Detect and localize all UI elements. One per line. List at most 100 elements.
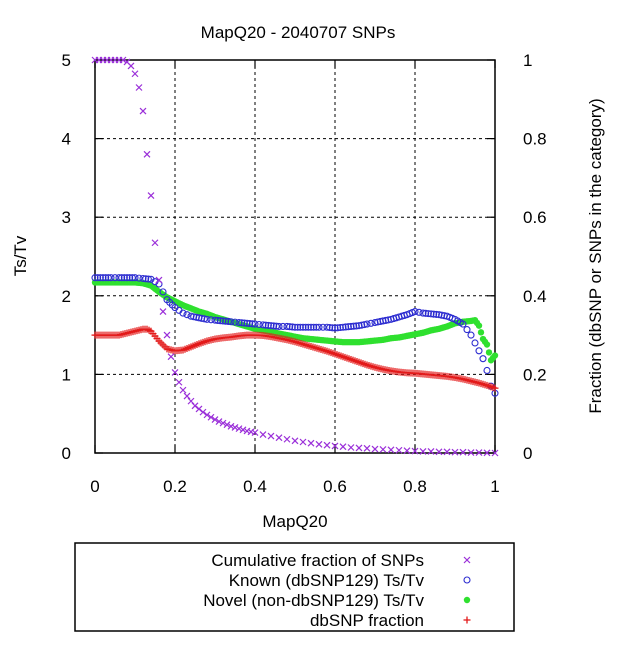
legend-marker-3 [463, 616, 471, 624]
series-1-point [139, 274, 147, 283]
series-2-point [477, 329, 485, 336]
series-0-point [207, 413, 215, 421]
legend-marker-1 [463, 576, 471, 584]
series-1-point [214, 316, 222, 324]
series-0-point-stroke [203, 411, 211, 419]
series-0-point [171, 369, 179, 376]
series-0-point-stroke [179, 386, 187, 394]
series-0-point-stroke [239, 426, 247, 434]
series-0-point [379, 446, 387, 453]
series-0-point [443, 448, 451, 456]
series-0-point-stroke [159, 308, 167, 315]
series-0-point [427, 448, 435, 455]
series-0-point [283, 435, 291, 443]
series-0-point-stroke [355, 444, 363, 452]
series-0-point-stroke [483, 449, 491, 457]
series-0-point [175, 378, 183, 386]
legend-entry-1: Known (dbSNP129) Ts/Tv [229, 571, 425, 590]
series-0-point [387, 446, 395, 454]
series-0-point-stroke [127, 62, 135, 70]
series-1-point [294, 323, 302, 331]
series-1-point [422, 309, 430, 317]
series-1-point [339, 323, 347, 331]
series-1-point [264, 321, 272, 329]
series-0-point [419, 448, 427, 455]
series-1-point [275, 322, 283, 331]
x-tick-label: 0.8 [403, 477, 427, 496]
y-tick-label: 2 [62, 287, 71, 306]
y2-tick-label: 0.4 [523, 287, 547, 306]
x-tick-label: 0 [90, 477, 99, 496]
series-1-point [483, 366, 491, 375]
series-1-point [304, 323, 312, 331]
series-1-point [222, 317, 230, 325]
series-0-point-stroke [379, 446, 387, 453]
series-1-point [432, 310, 440, 318]
series-0-point [323, 441, 331, 449]
series-0-point-stroke [171, 369, 179, 376]
series-0-point [347, 444, 355, 451]
series-0-point [275, 434, 283, 442]
series-0-point [183, 392, 191, 400]
series-0-point-stroke [223, 421, 231, 429]
series-1-point [323, 323, 331, 331]
series-0-point [231, 424, 239, 431]
legend-entry-0: Cumulative fraction of SNPs [211, 551, 424, 570]
series-0-point [223, 421, 231, 429]
series-1-point [235, 318, 243, 327]
series-0-point-stroke [387, 446, 395, 454]
y-tick-label: 1 [62, 365, 71, 384]
series-0-point-stroke [427, 448, 435, 455]
x-ticks: 0 0.2 0.4 0.6 0.8 1 [90, 60, 500, 496]
series-1-point [286, 323, 294, 331]
y2-tick-label: 0.6 [523, 208, 547, 227]
series-0-point-stroke [219, 419, 227, 427]
series-0-point-stroke [147, 192, 155, 200]
series-1-point [219, 317, 227, 325]
series-1-point [291, 323, 299, 331]
series-0-point-stroke [419, 448, 427, 455]
series-1-point [111, 274, 119, 282]
series-0-point-stroke [119, 56, 127, 64]
series-1-point [183, 311, 191, 319]
series-0-point [215, 418, 223, 425]
series-1-point [331, 324, 339, 332]
series-0-point-stroke [467, 449, 475, 457]
series-2-point [483, 341, 491, 348]
series-1-point [251, 320, 259, 328]
series-1-point [207, 316, 215, 324]
series-0-point-stroke [331, 442, 339, 450]
series-1-point [334, 324, 342, 332]
series-1-point [216, 317, 224, 325]
series-1-point [296, 323, 304, 331]
series-0-point [435, 448, 443, 456]
series-0-point-stroke [235, 425, 243, 433]
series-1-point [107, 274, 115, 282]
series-0-point [119, 56, 127, 64]
series-0-point-stroke [195, 405, 203, 413]
series-1-point [350, 322, 358, 330]
series-1-point [312, 323, 320, 331]
x-tick-label: 0.4 [243, 477, 267, 496]
series-0-point [239, 426, 247, 434]
series-0-point [219, 419, 227, 427]
x-tick-label: 1 [490, 477, 499, 496]
series-0-point-stroke [187, 397, 195, 405]
series-1-point [270, 322, 278, 330]
series-0-point [331, 442, 339, 450]
series-0-point [395, 446, 403, 454]
series-0-point [131, 70, 139, 78]
series-0-point-stroke [371, 445, 379, 453]
y-tick-label: 5 [62, 51, 71, 70]
series-1-point [231, 318, 239, 326]
series-1-point [240, 319, 248, 327]
series-0-point-stroke [155, 276, 163, 284]
series-0-point-stroke [123, 58, 131, 66]
series-1-point [115, 274, 123, 282]
series-0-point-stroke [207, 413, 215, 421]
series-0-point-stroke [183, 392, 191, 400]
series-1-point [299, 323, 307, 331]
series-0-point-stroke [299, 438, 307, 446]
series-0-point-stroke [131, 70, 139, 78]
series-2-point [491, 352, 499, 359]
